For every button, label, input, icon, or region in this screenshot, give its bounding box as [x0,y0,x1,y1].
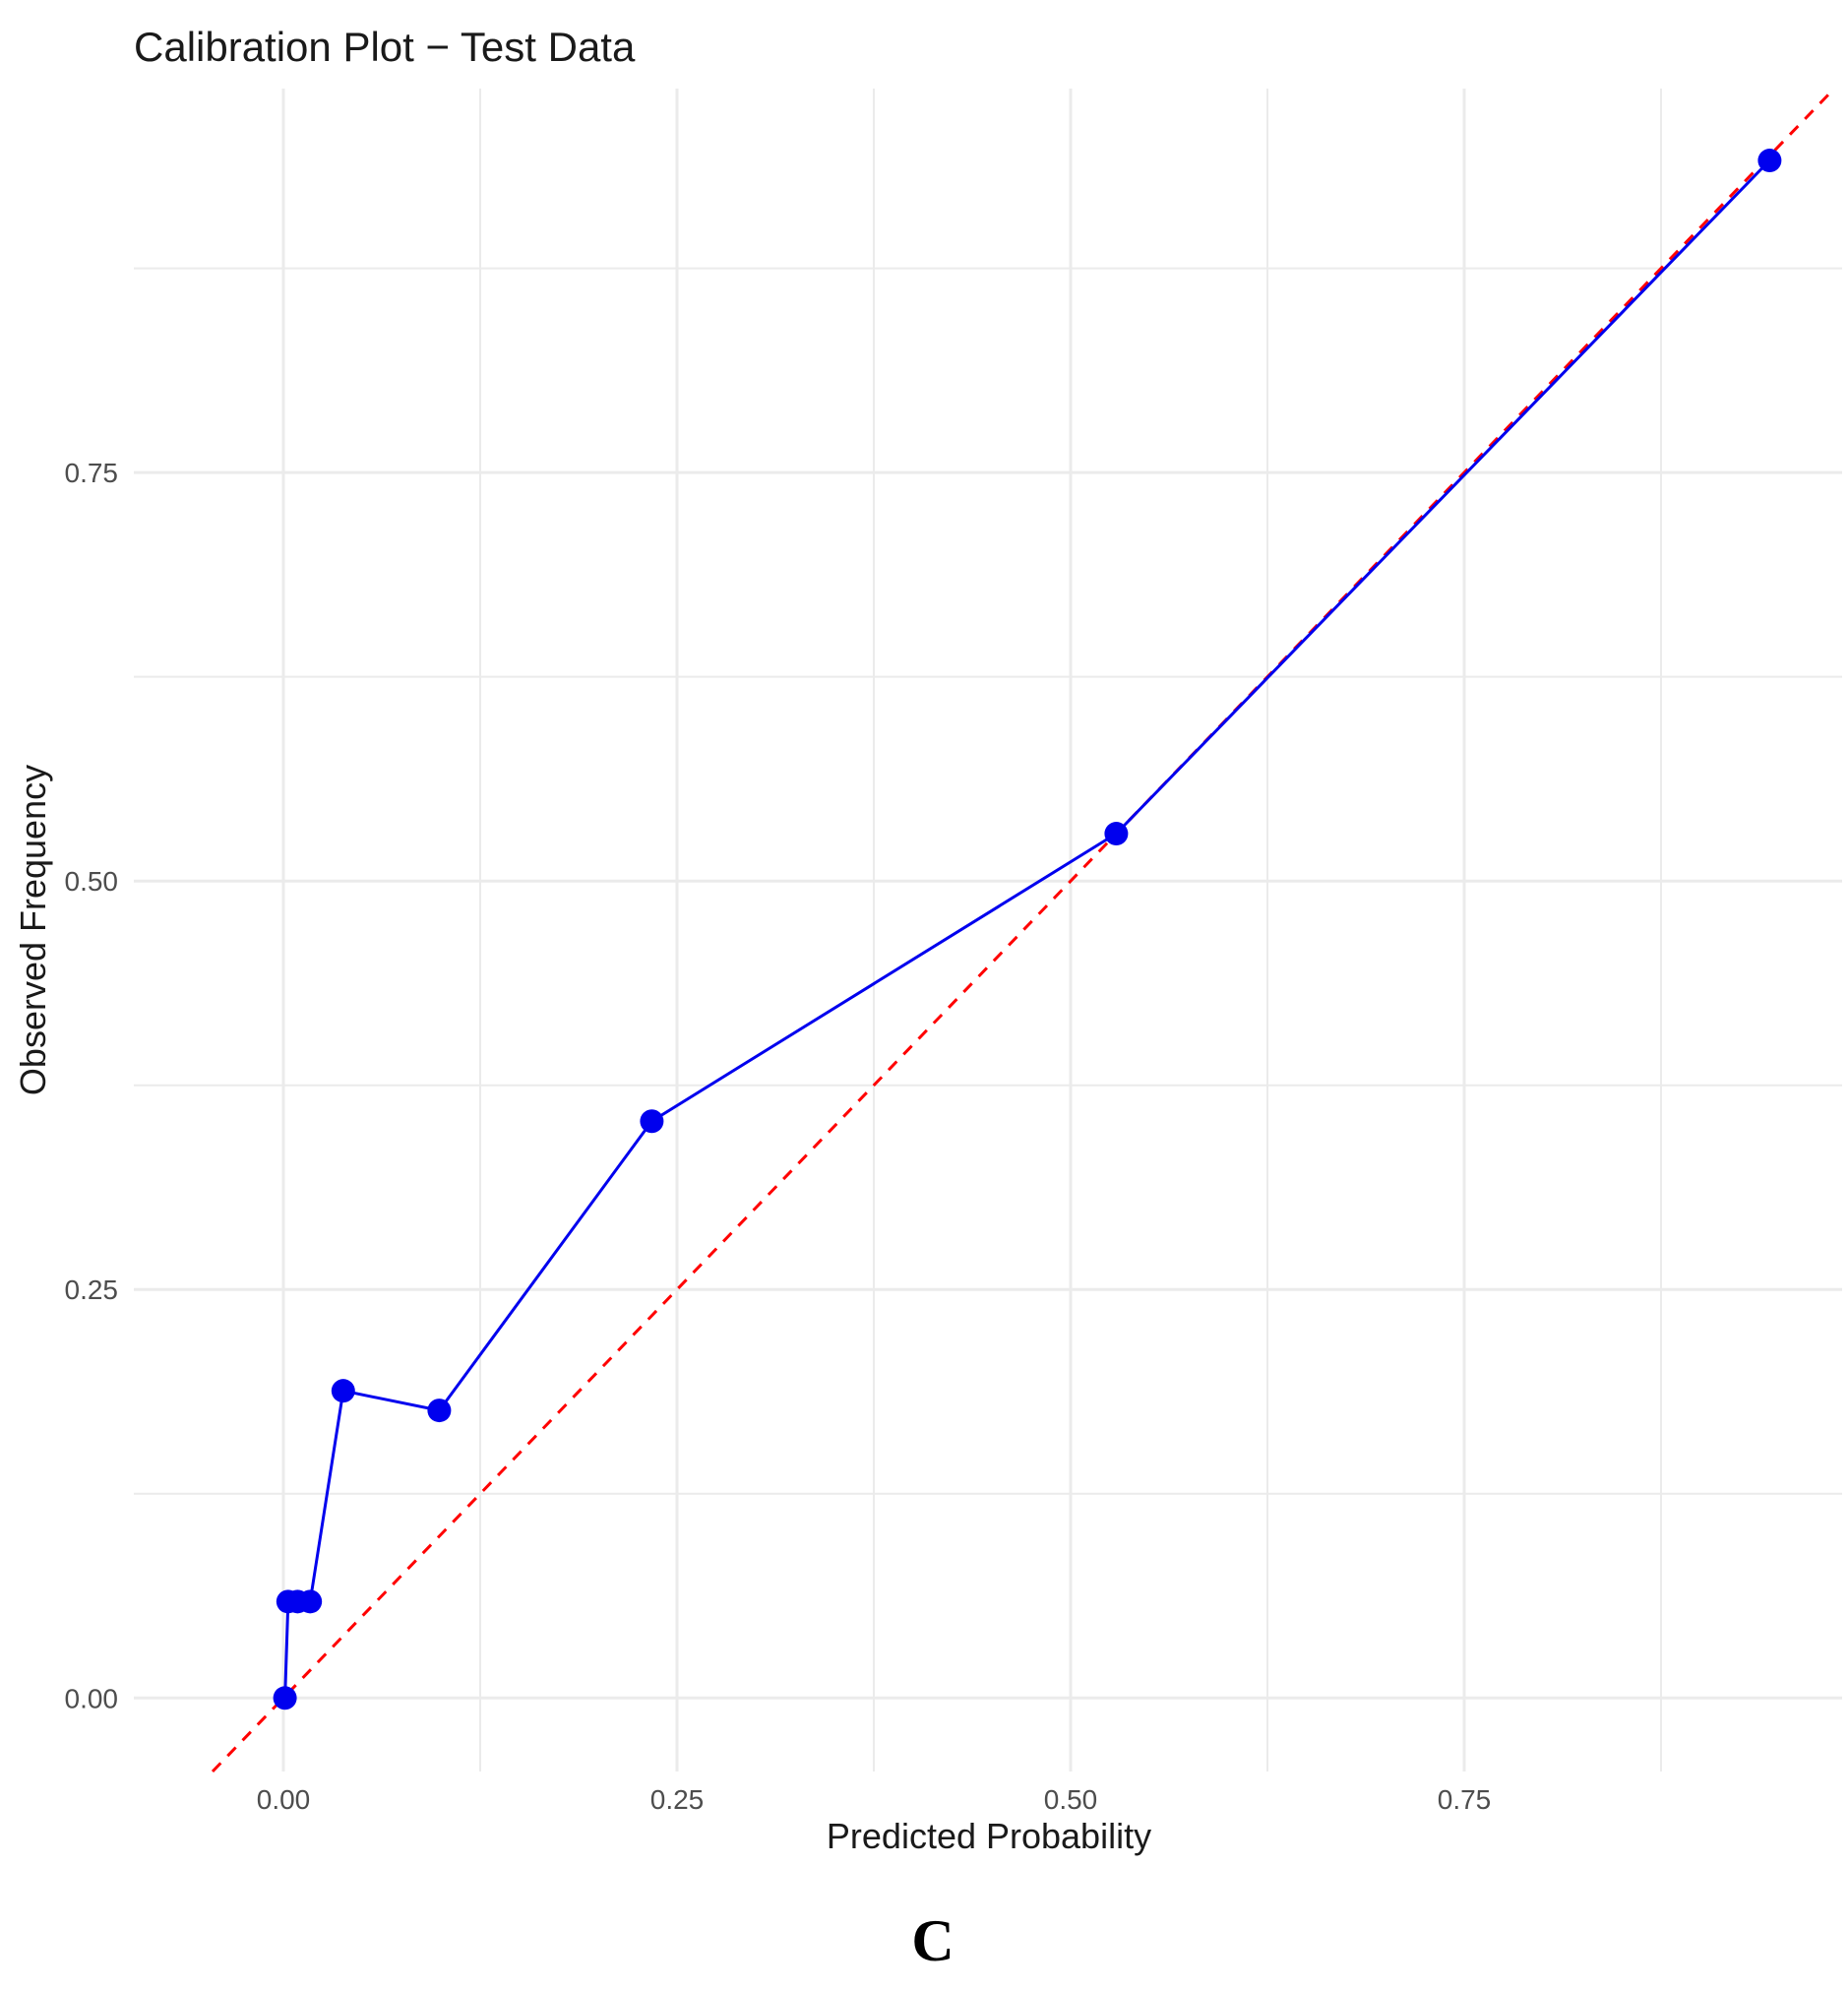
major-gridlines [134,89,1842,1772]
y-tick-label: 0.25 [65,1275,119,1305]
x-tick-label: 0.00 [257,1784,311,1815]
reference-line-layer [211,87,1836,1773]
y-tick-label: 0.50 [65,866,119,897]
calibration-point [331,1379,355,1403]
panel-label: C [911,1908,954,1973]
calibration-point [640,1109,664,1134]
calibration-series-line [283,158,1771,1699]
reference-diagonal-line [211,87,1836,1773]
calibration-point [427,1399,452,1423]
calibration-point [1104,822,1129,846]
chart-title: Calibration Plot − Test Data [134,24,636,70]
minor-gridlines [134,89,1842,1772]
series-layer [273,149,1782,1710]
calibration-point [1757,149,1782,173]
y-tick-label: 0.75 [65,458,119,488]
calibration-point [273,1686,297,1710]
x-tick-label: 0.75 [1438,1784,1492,1815]
calibration-point [298,1589,323,1614]
y-tick-label: 0.00 [65,1683,119,1713]
x-tick-label: 0.25 [650,1784,705,1815]
x-axis-ticks: 0.00 0.25 0.50 0.75 [257,1784,1492,1815]
y-axis-title: Observed Frequency [13,765,53,1095]
x-tick-label: 0.50 [1044,1784,1098,1815]
y-axis-ticks: 0.00 0.25 0.50 0.75 [65,458,119,1713]
x-axis-title: Predicted Probability [827,1816,1151,1856]
